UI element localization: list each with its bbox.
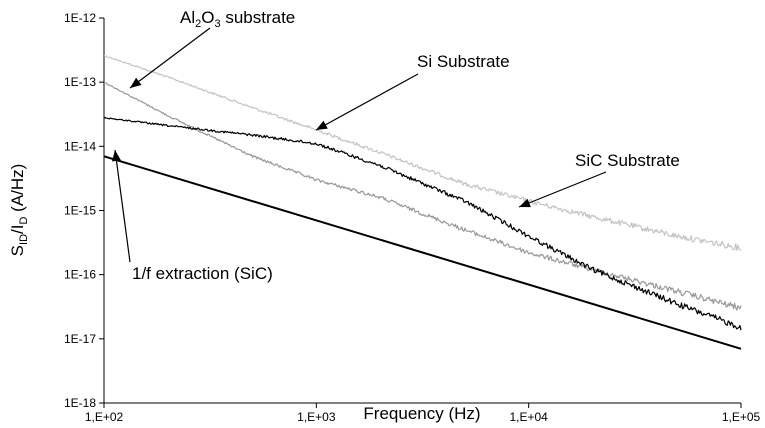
y-tick-label: 1E-15 xyxy=(64,204,96,218)
arrow-al2o3 xyxy=(129,27,211,89)
series-line-0 xyxy=(104,55,742,251)
annotation-arrows xyxy=(112,27,607,263)
x-tick-label: 1,E+02 xyxy=(85,410,124,424)
arrow-1f-extraction xyxy=(114,149,131,263)
plot-area xyxy=(103,18,741,404)
x-tick-label: 1,E+04 xyxy=(509,410,548,424)
series-line-2 xyxy=(103,116,742,331)
series-line-1 xyxy=(103,81,742,311)
annotation-sic: SiC Substrate xyxy=(575,151,680,170)
y-tick-group: 1E-12 1E-13 1E-14 1E-15 1E-16 1E-17 1E-18 xyxy=(64,11,104,410)
y-tick-label: 1E-16 xyxy=(64,268,96,282)
annotation-si: Si Substrate xyxy=(417,52,510,71)
y-tick-label: 1E-14 xyxy=(64,139,96,153)
y-axis-title: SID/ID (A/Hz) xyxy=(8,164,30,257)
arrow-1f-extraction-head xyxy=(112,150,121,162)
y-tick-label: 1E-17 xyxy=(64,332,96,346)
y-tick-label: 1E-13 xyxy=(64,75,96,89)
x-tick-label: 1,E+03 xyxy=(297,410,336,424)
y-tick-label: 1E-18 xyxy=(64,396,96,410)
series-line-3 xyxy=(103,155,742,350)
arrow-sic-head xyxy=(519,198,531,208)
series-layer xyxy=(103,55,742,350)
annotation-al2o3: Al2O3 substrate xyxy=(180,8,295,30)
x-tick-label: 1,E+05 xyxy=(722,410,761,424)
arrow-si xyxy=(315,73,419,131)
y-tick-label: 1E-12 xyxy=(64,11,96,25)
x-axis-title: Frequency (Hz) xyxy=(363,404,480,423)
arrow-al2o3-head xyxy=(130,77,142,88)
arrow-sic xyxy=(518,171,607,208)
arrow-si-head xyxy=(316,120,328,130)
annotation-1f-extraction: 1/f extraction (SiC) xyxy=(132,264,273,283)
x-tick-group: 1,E+02 1,E+03 1,E+04 1,E+05 xyxy=(85,403,761,424)
